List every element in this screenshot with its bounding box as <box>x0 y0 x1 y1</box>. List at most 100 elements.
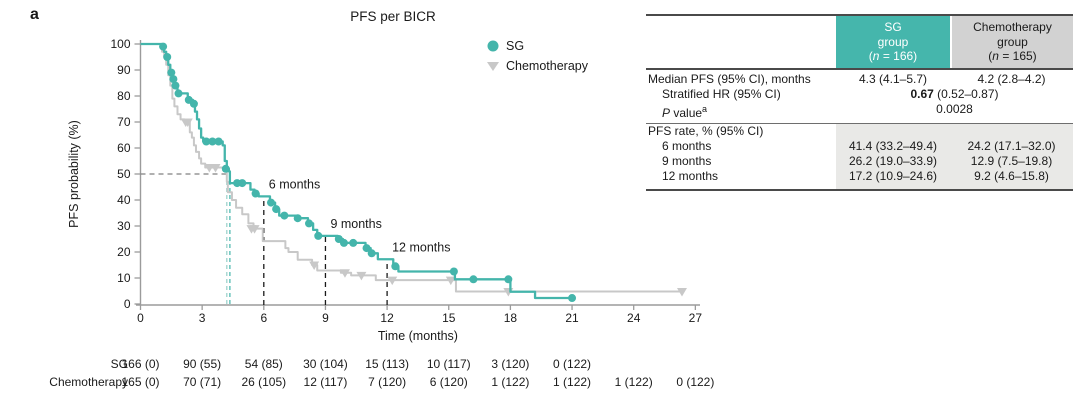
sg-censor-mark <box>293 214 302 223</box>
chemo-censor-mark <box>182 118 193 127</box>
sg-censor-mark <box>367 249 376 258</box>
chemo-censor-mark <box>387 276 398 286</box>
shaded-cell <box>836 124 950 140</box>
sg-censor-mark <box>221 164 230 173</box>
risk-value: 0 (122) <box>553 357 591 371</box>
sg-censor-mark <box>171 81 180 90</box>
median-pfs-label: Median PFS (95% CI), months <box>648 72 811 86</box>
sg-censor-mark <box>504 275 513 284</box>
sg-censor-mark <box>251 189 260 198</box>
chemo-header-line3: (n = 165) <box>988 49 1037 64</box>
rate-12mo-label: 12 months <box>662 168 719 183</box>
month-marker-label-6: 6 months <box>269 177 320 191</box>
sg-censor-mark <box>568 294 577 303</box>
sg-censor-mark <box>272 205 281 214</box>
risk-row-label: SG <box>111 357 128 371</box>
x-tick-label: 24 <box>627 311 641 325</box>
y-tick-label: 80 <box>117 89 131 103</box>
pfs-rate-section: PFS rate, % (95% CI) 6 months 41.4 (33.2… <box>646 123 1073 189</box>
chemo-censor-mark <box>249 225 260 234</box>
risk-value: 1 (122) <box>615 375 653 389</box>
chemo-header-line1: Chemotherapy <box>973 20 1052 35</box>
risk-value: 1 (122) <box>491 375 529 389</box>
y-tick-label: 50 <box>117 167 131 181</box>
y-tick-label: 30 <box>117 219 131 233</box>
rate-6mo-sg-value: 41.4 (33.2–49.4) <box>836 139 950 154</box>
rate-12mo-row: 12 months 17.2 (10.9–24.6) 9.2 (4.6–15.8… <box>646 168 1073 189</box>
stats-header-sg-group: SG group (n = 166) <box>836 16 950 68</box>
median-pfs-row: Median PFS (95% CI), months 4.3 (4.1–5.7… <box>646 72 1073 87</box>
pvalue-row: P valuea 0.0028 <box>646 102 1073 121</box>
legend-sg-label: SG <box>506 39 524 53</box>
y-tick-label: 20 <box>117 245 131 259</box>
rate-6mo-chemo-value: 24.2 (17.1–32.0) <box>950 139 1073 154</box>
chemotherapy-curve <box>140 43 682 293</box>
x-tick-label: 27 <box>689 311 703 325</box>
x-tick-label: 0 <box>137 311 144 325</box>
sg-censor-mark <box>174 89 183 98</box>
risk-value: 54 (85) <box>245 357 283 371</box>
hr-value: 0.67 (0.52–0.87) <box>910 86 999 101</box>
y-tick-label: 10 <box>117 271 131 285</box>
risk-value: 1 (122) <box>553 375 591 389</box>
chemo-header-line2: group <box>997 34 1028 49</box>
x-tick-label: 3 <box>199 311 206 325</box>
risk-value: 166 (0) <box>121 357 159 371</box>
risk-value: 12 (117) <box>304 375 348 389</box>
sg-censor-mark <box>159 42 168 51</box>
pvalue-value: 0.0028 <box>936 101 973 116</box>
sg-censor-mark <box>449 267 458 276</box>
x-axis-title: Time (months) <box>378 329 458 343</box>
sg-censor-mark <box>349 238 358 247</box>
sg-censor-mark <box>208 137 217 146</box>
chemo-censor-mark <box>676 288 687 297</box>
risk-value: 10 (117) <box>427 357 471 371</box>
rate-6mo-row: 6 months 41.4 (33.2–49.4) 24.2 (17.1–32.… <box>646 139 1073 154</box>
panel-label: a <box>30 6 39 23</box>
legend-sg-marker <box>487 40 499 52</box>
sg-censor-mark <box>214 137 223 146</box>
pvalue-label: P valuea <box>662 103 708 120</box>
y-tick-label: 90 <box>117 63 131 77</box>
rate-9mo-sg-value: 26.2 (19.0–33.9) <box>836 153 950 169</box>
stats-table: SG group (n = 166) Chemotherapy group (n… <box>646 14 1073 191</box>
sg-censor-mark <box>362 244 371 253</box>
chemo-censor-mark <box>445 276 456 286</box>
y-tick-label: 40 <box>117 193 131 207</box>
x-tick-label: 9 <box>322 311 329 325</box>
risk-value: 7 (120) <box>368 375 406 389</box>
stats-header-chemo-group: Chemotherapy group (n = 165) <box>950 16 1073 68</box>
chemo-censor-mark <box>309 261 320 270</box>
pfs-rate-header-row: PFS rate, % (95% CI) <box>646 123 1073 140</box>
risk-value: 90 (55) <box>183 357 221 371</box>
x-tick-label: 15 <box>442 311 456 325</box>
sg-censor-mark <box>339 238 348 247</box>
sg-censor-mark <box>238 179 247 188</box>
legend-chemo-label: Chemotherapy <box>506 59 589 73</box>
sg-censor-mark <box>469 275 478 284</box>
sg-censor-mark <box>305 219 314 228</box>
chemo-censor-mark <box>356 271 367 281</box>
risk-value: 165 (0) <box>121 375 159 389</box>
sg-curve <box>140 42 573 300</box>
risk-value: 70 (71) <box>183 375 221 389</box>
median-pfs-chemo-value: 4.2 (2.8–4.2) <box>977 72 1046 86</box>
stats-table-header-row: SG group (n = 166) Chemotherapy group (n… <box>646 16 1073 70</box>
rate-9mo-label: 9 months <box>662 153 712 168</box>
risk-value: 6 (120) <box>430 375 468 389</box>
y-axis-title: PFS probability (%) <box>67 120 81 228</box>
sg-censor-mark <box>167 68 176 77</box>
risk-row-label: Chemotherapy <box>49 375 128 389</box>
sg-censor-mark <box>202 137 211 146</box>
month-marker-label-12: 12 months <box>392 240 450 254</box>
x-tick-label: 6 <box>260 311 267 325</box>
rate-9mo-chemo-value: 12.9 (7.5–19.8) <box>950 153 1073 169</box>
rate-9mo-row: 9 months 26.2 (19.0–33.9) 12.9 (7.5–19.8… <box>646 153 1073 169</box>
sg-header-line3: (n = 166) <box>868 49 918 64</box>
sg-censor-mark <box>169 75 178 84</box>
rate-6mo-label: 6 months <box>662 139 712 154</box>
pfs-rate-label: PFS rate, % (95% CI) <box>648 124 764 139</box>
legend-chemo-marker <box>487 62 499 71</box>
